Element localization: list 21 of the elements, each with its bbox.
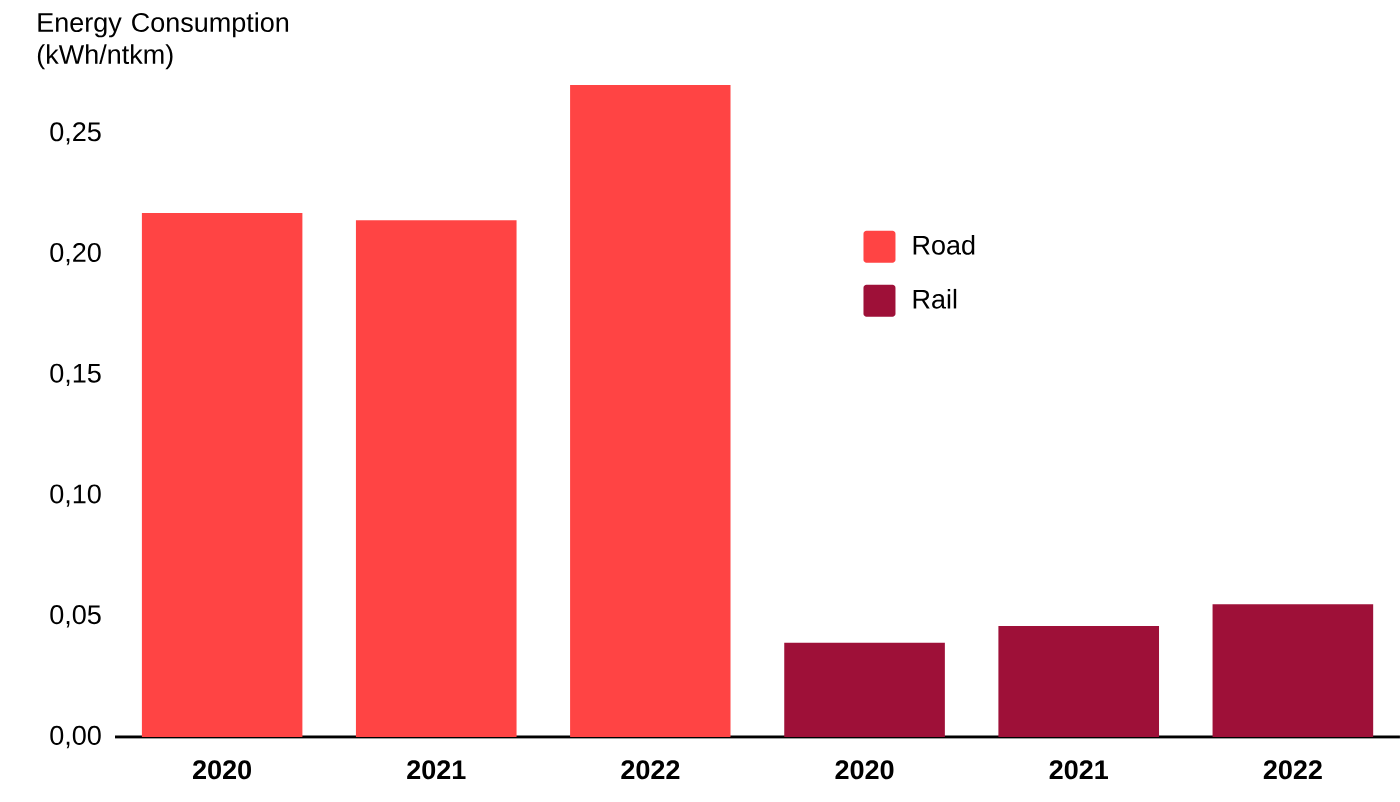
legend-label: Road [913, 234, 975, 255]
x-tick-label: 2020 [193, 760, 251, 780]
x-tick-label: 2022 [1263, 760, 1322, 780]
x-tick-label: 2022 [621, 760, 680, 780]
legend-label: Rail [913, 288, 957, 309]
bar [141, 213, 303, 737]
y-axis-title: Energy Consumption (kWh/ntkm) [37, 12, 289, 70]
y-tick-label: 0,00 [50, 725, 101, 749]
x-tick-label: 2021 [407, 760, 466, 780]
bar [1212, 604, 1374, 737]
y-tick-label: 0,10 [50, 484, 101, 507]
x-tick-label: 2021 [1049, 760, 1108, 780]
y-tick-label: 0,25 [50, 122, 101, 145]
bar [998, 625, 1160, 737]
y-tick-label: 0,05 [50, 605, 101, 628]
bar [355, 220, 517, 737]
bar [784, 642, 945, 737]
y-tick-label: 0,20 [50, 242, 101, 266]
bar [570, 85, 731, 737]
x-tick-label: 2020 [835, 760, 894, 780]
y-tick-label: 0,15 [50, 363, 101, 386]
